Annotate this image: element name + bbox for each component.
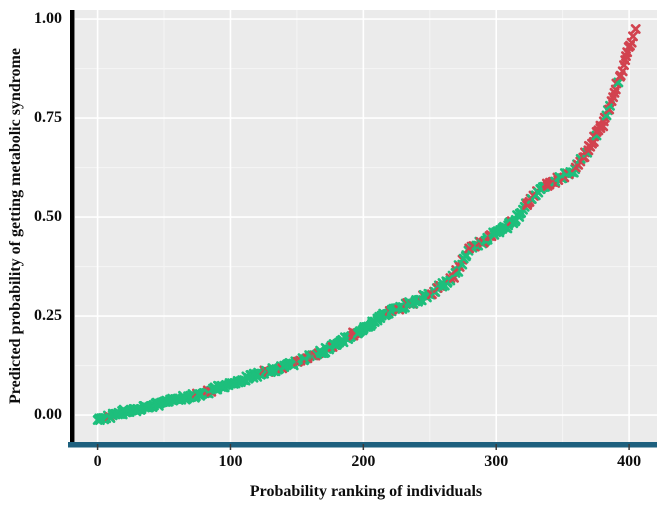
- y-axis-title: Predicted probability of getting metabol…: [7, 48, 24, 404]
- y-tick-label: 0.75: [34, 109, 62, 127]
- x-tick-label: 300: [484, 453, 509, 470]
- x-tick-label: 100: [218, 453, 243, 470]
- x-axis-tick-marks: [96, 444, 630, 450]
- data-point-marker: [630, 24, 641, 34]
- y-tick-label: 0.25: [34, 307, 62, 325]
- y-tick-label: 0.50: [34, 208, 62, 226]
- y-tick-label: 0.00: [34, 406, 62, 424]
- major-gridlines: [75, 10, 657, 442]
- minor-gridlines: [75, 10, 657, 442]
- x-axis-title: Probability ranking of individuals: [249, 483, 483, 500]
- x-axis-baseline: [68, 442, 657, 448]
- y-axis-line: [70, 10, 75, 448]
- x-tick-label: 400: [617, 453, 642, 470]
- y-tick-label: 1.00: [34, 10, 62, 28]
- panel-background: [75, 10, 657, 442]
- data-point-marker: [628, 31, 638, 42]
- x-tick-label: 0: [93, 453, 102, 470]
- scatter-points: [92, 24, 641, 426]
- x-tick-label: 200: [351, 453, 376, 470]
